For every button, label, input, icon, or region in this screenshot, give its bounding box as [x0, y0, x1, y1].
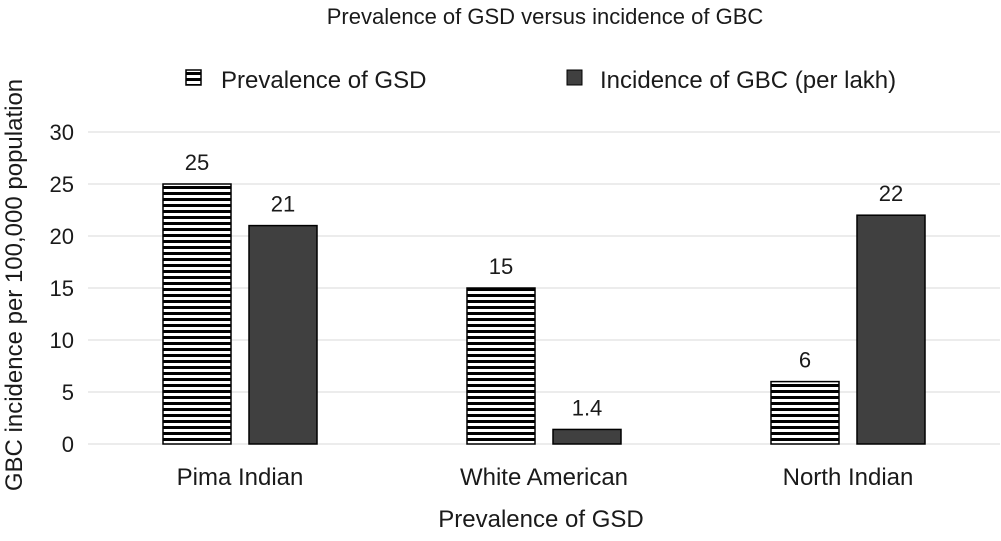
bar-gbc-0 [248, 224, 318, 445]
data-label: 1.4 [572, 395, 603, 420]
x-category-label: Pima Indian [177, 464, 304, 491]
bars [162, 183, 926, 445]
chart-title: Prevalence of GSD versus incidence of GB… [327, 4, 764, 29]
data-labels: 25 21 15 1.4 6 22 [185, 150, 903, 420]
y-axis-label: GBC incidence per 100,000 population [1, 79, 28, 491]
x-category-label: White American [460, 464, 628, 491]
data-label: 15 [489, 254, 513, 279]
y-axis-ticks: 0 5 10 15 20 25 30 [50, 120, 74, 457]
legend: Prevalence of GSD Incidence of GBC (per … [185, 67, 896, 94]
y-tick-label: 30 [50, 120, 74, 145]
bar-gsd-2 [770, 380, 840, 445]
data-label: 21 [271, 192, 295, 217]
bar-gbc-2 [856, 214, 926, 445]
x-category-label: North Indian [783, 464, 914, 491]
bar-gsd-1 [466, 287, 536, 445]
legend-swatch-gbc [566, 69, 583, 86]
x-axis-label: Prevalence of GSD [438, 506, 643, 533]
legend-label-gbc: Incidence of GBC (per lakh) [600, 67, 896, 94]
y-tick-label: 20 [50, 224, 74, 249]
legend-swatch-gsd [185, 69, 202, 86]
bar-gsd-0 [162, 183, 232, 445]
gridlines [88, 131, 1000, 445]
data-label: 25 [185, 150, 209, 175]
y-tick-label: 25 [50, 172, 74, 197]
bar-gbc-1 [552, 428, 622, 445]
y-tick-label: 15 [50, 276, 74, 301]
x-axis-categories: Pima Indian White American North Indian [177, 464, 914, 491]
legend-label-gsd: Prevalence of GSD [221, 67, 426, 94]
data-label: 6 [799, 348, 811, 373]
data-label: 22 [879, 181, 903, 206]
y-tick-label: 5 [62, 380, 74, 405]
y-tick-label: 10 [50, 328, 74, 353]
y-tick-label: 0 [62, 432, 74, 457]
